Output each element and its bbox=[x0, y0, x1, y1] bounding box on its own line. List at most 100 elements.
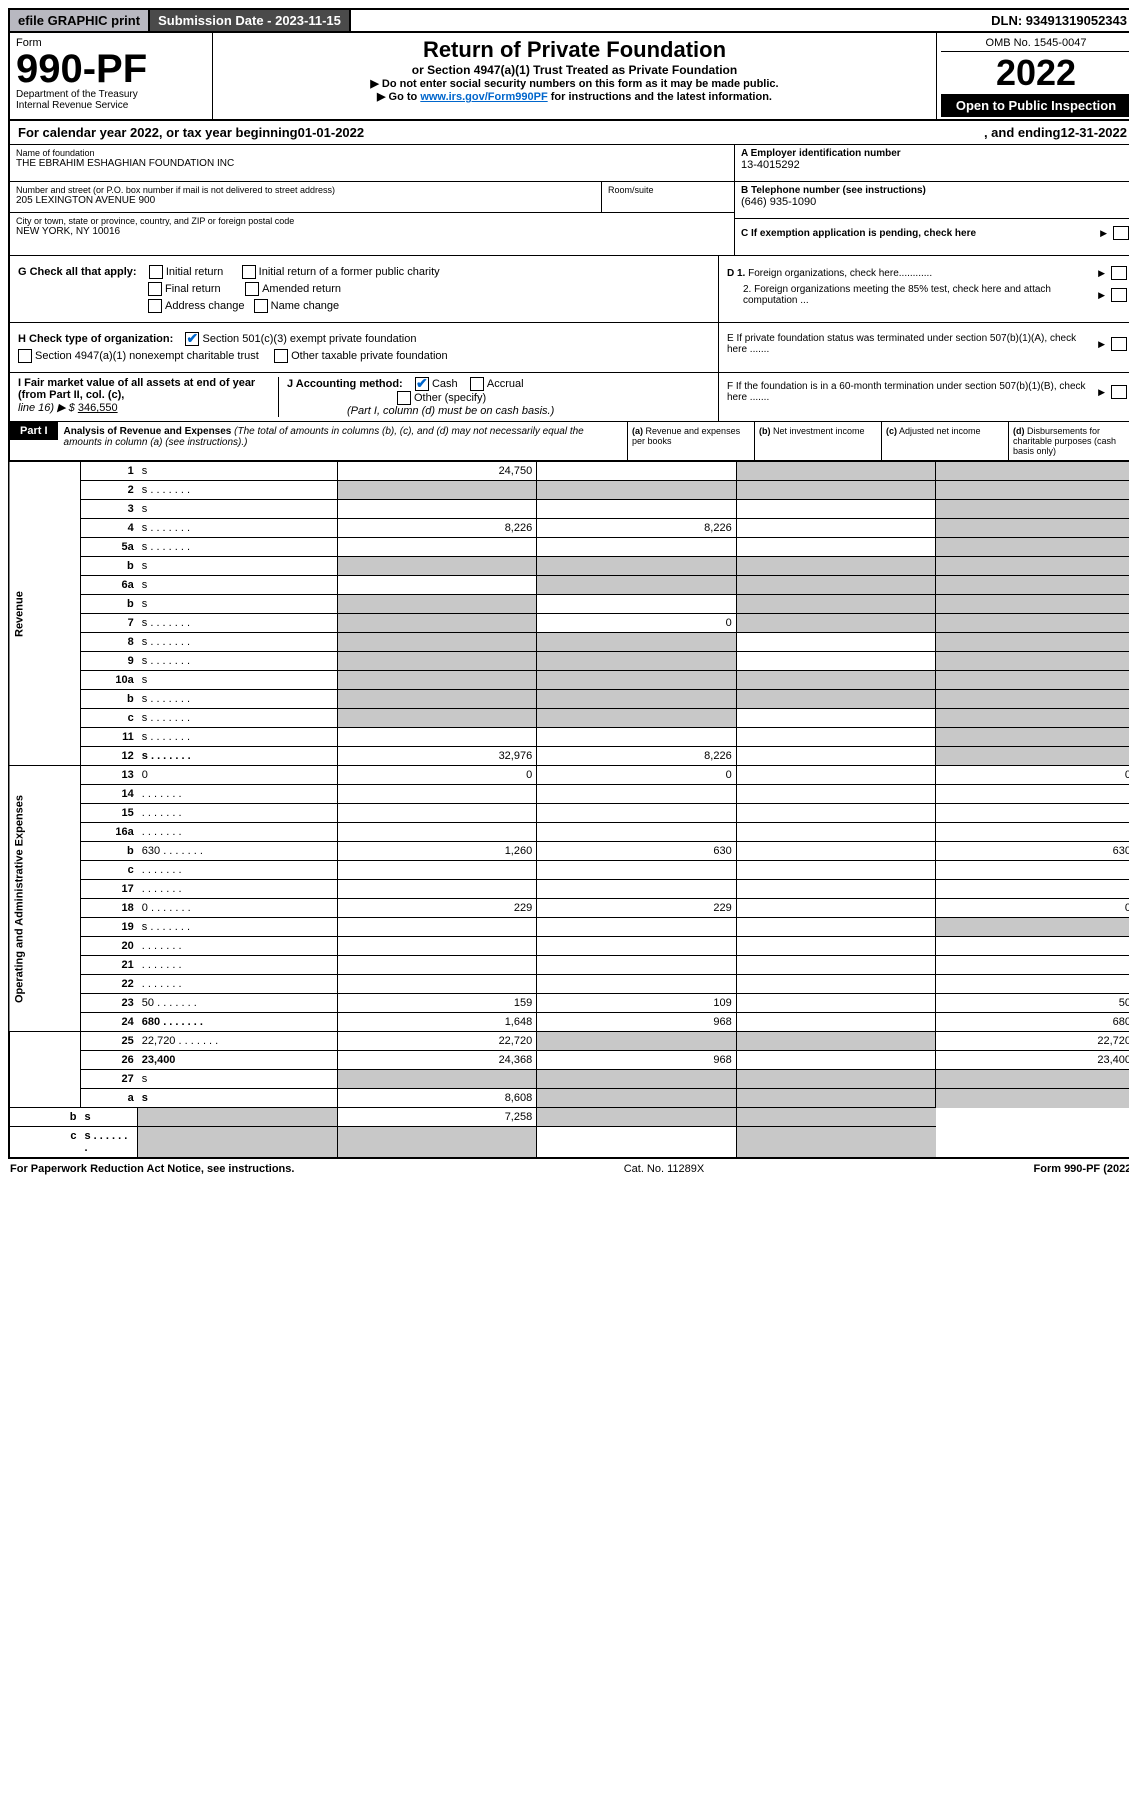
line-description: 680 . . . . . . . bbox=[138, 1013, 337, 1032]
cash-checkbox[interactable] bbox=[415, 377, 429, 391]
table-row: 24680 . . . . . . .1,648968680 bbox=[9, 1013, 1129, 1032]
amount-cell bbox=[736, 614, 935, 633]
col-b-header: (b) Net investment income bbox=[754, 422, 881, 460]
amount-cell bbox=[736, 709, 935, 728]
phone-label: B Telephone number (see instructions) bbox=[741, 185, 1129, 196]
other-taxable-checkbox[interactable] bbox=[274, 349, 288, 363]
efile-label[interactable]: efile GRAPHIC print bbox=[10, 10, 150, 31]
amount-cell bbox=[337, 728, 536, 747]
amount-cell bbox=[537, 462, 736, 481]
table-row: cs . . . . . . . bbox=[9, 1127, 1129, 1159]
amount-cell bbox=[537, 785, 736, 804]
amount-cell bbox=[537, 709, 736, 728]
501c3-checkbox[interactable] bbox=[185, 332, 199, 346]
amount-cell: 22,720 bbox=[337, 1032, 536, 1051]
amount-cell bbox=[337, 861, 536, 880]
amount-cell bbox=[736, 1108, 935, 1127]
table-row: 19s . . . . . . . bbox=[9, 918, 1129, 937]
line-description: s . . . . . . . bbox=[138, 652, 337, 671]
f-checkbox[interactable] bbox=[1111, 385, 1127, 399]
phone-value: (646) 935-1090 bbox=[741, 196, 1129, 208]
line-description: 0 bbox=[138, 766, 337, 785]
amount-cell bbox=[736, 785, 935, 804]
entity-block: Name of foundation THE EBRAHIM ESHAGHIAN… bbox=[8, 145, 1129, 256]
amount-cell bbox=[337, 1127, 536, 1159]
amount-cell: 8,226 bbox=[537, 747, 736, 766]
d1-checkbox[interactable] bbox=[1111, 266, 1127, 280]
name-change-checkbox[interactable] bbox=[254, 299, 268, 313]
amount-cell bbox=[537, 481, 736, 500]
line-number: 24 bbox=[80, 1013, 137, 1032]
amended-return-checkbox[interactable] bbox=[245, 282, 259, 296]
line-description: 630 . . . . . . . bbox=[138, 842, 337, 861]
ein-value: 13-4015292 bbox=[741, 159, 1129, 171]
accrual-checkbox[interactable] bbox=[470, 377, 484, 391]
table-row: 20 . . . . . . . bbox=[9, 937, 1129, 956]
dln-label: DLN: 93491319052343 bbox=[983, 10, 1129, 31]
amount-cell bbox=[936, 576, 1129, 595]
amount-cell bbox=[337, 823, 536, 842]
amount-cell bbox=[936, 880, 1129, 899]
line-number: 13 bbox=[80, 766, 137, 785]
line-description: s bbox=[138, 557, 337, 576]
table-row: cs . . . . . . . bbox=[9, 709, 1129, 728]
table-row: 14 . . . . . . . bbox=[9, 785, 1129, 804]
4947a1-checkbox[interactable] bbox=[18, 349, 32, 363]
city-state-zip: NEW YORK, NY 10016 bbox=[16, 226, 728, 237]
amount-cell bbox=[936, 804, 1129, 823]
blank-side bbox=[9, 1032, 80, 1108]
amount-cell bbox=[736, 462, 935, 481]
amount-cell bbox=[936, 975, 1129, 994]
amount-cell: 7,258 bbox=[337, 1108, 536, 1127]
table-row: 5as . . . . . . . bbox=[9, 538, 1129, 557]
table-row: 21 . . . . . . . bbox=[9, 956, 1129, 975]
d2-checkbox[interactable] bbox=[1111, 288, 1127, 302]
irs-link[interactable]: www.irs.gov/Form990PF bbox=[420, 91, 547, 103]
amount-cell bbox=[736, 956, 935, 975]
amount-cell bbox=[138, 1127, 337, 1159]
initial-former-public-checkbox[interactable] bbox=[242, 265, 256, 279]
e-checkbox[interactable] bbox=[1111, 337, 1127, 351]
room-label: Room/suite bbox=[608, 185, 728, 195]
table-row: 3s bbox=[9, 500, 1129, 519]
ty-end: 12-31-2022 bbox=[1061, 125, 1128, 140]
amount-cell bbox=[936, 956, 1129, 975]
line-number: b bbox=[9, 1108, 80, 1127]
amount-cell bbox=[337, 652, 536, 671]
amount-cell bbox=[736, 994, 935, 1013]
line-description: . . . . . . . bbox=[138, 937, 337, 956]
initial-return-checkbox[interactable] bbox=[149, 265, 163, 279]
line-number: 3 bbox=[80, 500, 137, 519]
footer-mid: Cat. No. 11289X bbox=[294, 1163, 1033, 1175]
line-number: c bbox=[80, 861, 137, 880]
checks-block-gd: G Check all that apply: Initial return I… bbox=[8, 256, 1129, 323]
line-number: 22 bbox=[80, 975, 137, 994]
line-description: s bbox=[138, 1089, 337, 1108]
other-method-checkbox[interactable] bbox=[397, 391, 411, 405]
table-row: 15 . . . . . . . bbox=[9, 804, 1129, 823]
line-number: 21 bbox=[80, 956, 137, 975]
table-row: Revenue1s24,750 bbox=[9, 462, 1129, 481]
table-row: 2s . . . . . . . bbox=[9, 481, 1129, 500]
form-subtitle: or Section 4947(a)(1) Trust Treated as P… bbox=[221, 63, 928, 77]
line-number: 27 bbox=[80, 1070, 137, 1089]
address-change-checkbox[interactable] bbox=[148, 299, 162, 313]
submission-date: Submission Date - 2023-11-15 bbox=[150, 10, 351, 31]
exemption-pending-checkbox[interactable] bbox=[1113, 226, 1129, 240]
line-description: s . . . . . . . bbox=[138, 481, 337, 500]
dept-label: Department of the Treasury bbox=[16, 89, 206, 100]
amount-cell bbox=[537, 652, 736, 671]
table-row: bs bbox=[9, 557, 1129, 576]
table-row: 12s . . . . . . .32,9768,226 bbox=[9, 747, 1129, 766]
amount-cell bbox=[736, 1070, 935, 1089]
line-description: s . . . . . . . bbox=[138, 728, 337, 747]
section-ijf: I Fair market value of all assets at end… bbox=[8, 373, 1129, 422]
final-return-checkbox[interactable] bbox=[148, 282, 162, 296]
amount-cell: 159 bbox=[337, 994, 536, 1013]
amount-cell bbox=[936, 690, 1129, 709]
amount-cell bbox=[736, 500, 935, 519]
revenue-side-label: Revenue bbox=[9, 462, 80, 766]
tax-year: 2022 bbox=[941, 52, 1129, 94]
line-description: s bbox=[138, 671, 337, 690]
name-label: Name of foundation bbox=[16, 148, 728, 158]
